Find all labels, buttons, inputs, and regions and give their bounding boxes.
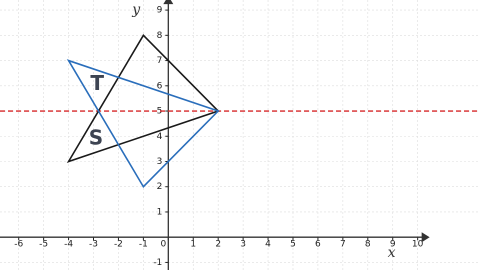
x-tick-label: 4: [265, 240, 271, 250]
y-tick-label: 7: [157, 56, 163, 66]
y-tick-label: 3: [157, 157, 163, 167]
y-axis-arrow: [163, 0, 174, 5]
x-axis-label: x: [388, 245, 396, 261]
x-tick-label: 6: [315, 240, 321, 250]
triangle: [66, 34, 220, 163]
y-tick-label: 9: [157, 6, 163, 16]
x-tick-label: -3: [89, 240, 98, 250]
x-tick-label: 10: [412, 240, 424, 250]
x-axis-arrow: [421, 232, 430, 243]
x-tick-label: 7: [340, 240, 346, 250]
x-tick-label: 2: [215, 240, 221, 250]
x-tick-label: -1: [139, 240, 148, 250]
y-tick-label: 2: [157, 182, 163, 192]
triangle-label: S: [89, 125, 103, 149]
y-axis-label: y: [131, 2, 141, 18]
y-tick-label: -1: [153, 258, 162, 268]
triangle: [66, 59, 220, 189]
x-tick-label: -5: [39, 240, 48, 250]
y-tick-label: 5: [157, 107, 163, 117]
x-tick-label: 0: [160, 240, 166, 250]
y-tick-label: 1: [157, 207, 163, 217]
y-tick-label: 6: [157, 81, 163, 91]
y-tick-label: 8: [157, 31, 163, 41]
x-tick-label: 8: [365, 240, 371, 250]
x-tick-label: 5: [290, 240, 296, 250]
x-tick-label: -4: [64, 240, 73, 250]
x-tick-label: 1: [190, 240, 196, 250]
x-tick-label: -2: [114, 240, 123, 250]
x-tick-label: -6: [14, 240, 23, 250]
y-tick-label: 4: [157, 132, 163, 142]
triangle-label: T: [90, 71, 104, 95]
x-tick-label: 9: [390, 240, 396, 250]
x-tick-label: 3: [240, 240, 246, 250]
